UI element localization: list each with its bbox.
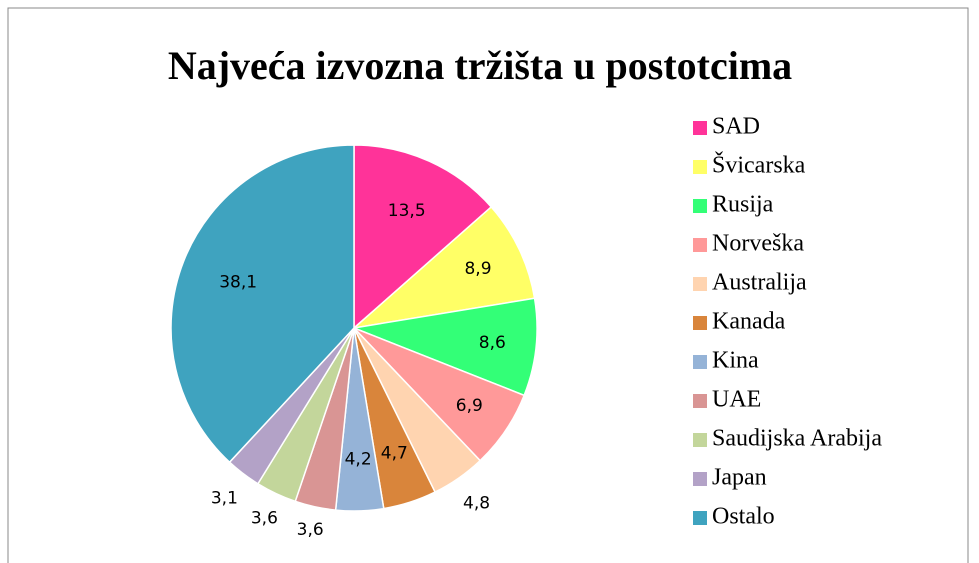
legend-swatch <box>693 121 707 135</box>
legend-label: Kanada <box>712 309 786 335</box>
legend-label: Norveška <box>712 231 804 257</box>
chart-border <box>7 7 969 563</box>
data-label: 8,9 <box>464 259 491 279</box>
legend-label: Kina <box>712 348 759 374</box>
pie-slice <box>351 297 538 397</box>
legend-swatch <box>693 160 707 174</box>
legend-swatch <box>693 199 707 213</box>
data-label: 3,1 <box>211 488 238 508</box>
chart-title: Najveća izvozna tržišta u postotcima <box>168 43 792 88</box>
legend-label: Saudijska Arabija <box>712 426 882 452</box>
data-label: 38,1 <box>219 273 257 293</box>
pie-slice <box>353 144 493 330</box>
data-label: 6,9 <box>456 396 483 416</box>
legend-swatch <box>693 472 707 486</box>
legend-swatch <box>693 355 707 369</box>
legend-label: Australija <box>712 270 807 296</box>
legend-swatch <box>693 316 707 330</box>
pie-slice <box>170 144 355 464</box>
legend-swatch <box>693 238 707 252</box>
legend-label: Švicarska <box>712 152 806 179</box>
data-label: 4,8 <box>463 494 490 514</box>
legend-label: Japan <box>712 465 767 491</box>
legend-swatch <box>693 511 707 525</box>
legend-swatch <box>693 277 707 291</box>
data-label: 4,2 <box>345 450 372 470</box>
data-label: 3,6 <box>297 520 324 540</box>
pie-slice <box>351 205 536 330</box>
legend-swatch <box>693 394 707 408</box>
legend-swatch <box>693 433 707 447</box>
legend-label: Ostalo <box>712 504 775 530</box>
data-label: 3,6 <box>251 508 278 528</box>
legend-label: Rusija <box>712 192 774 218</box>
data-label: 13,5 <box>388 201 426 221</box>
legend-label: UAE <box>712 387 761 413</box>
legend-label: SAD <box>712 114 760 140</box>
data-label: 8,6 <box>479 333 506 353</box>
data-label: 4,7 <box>381 443 408 463</box>
